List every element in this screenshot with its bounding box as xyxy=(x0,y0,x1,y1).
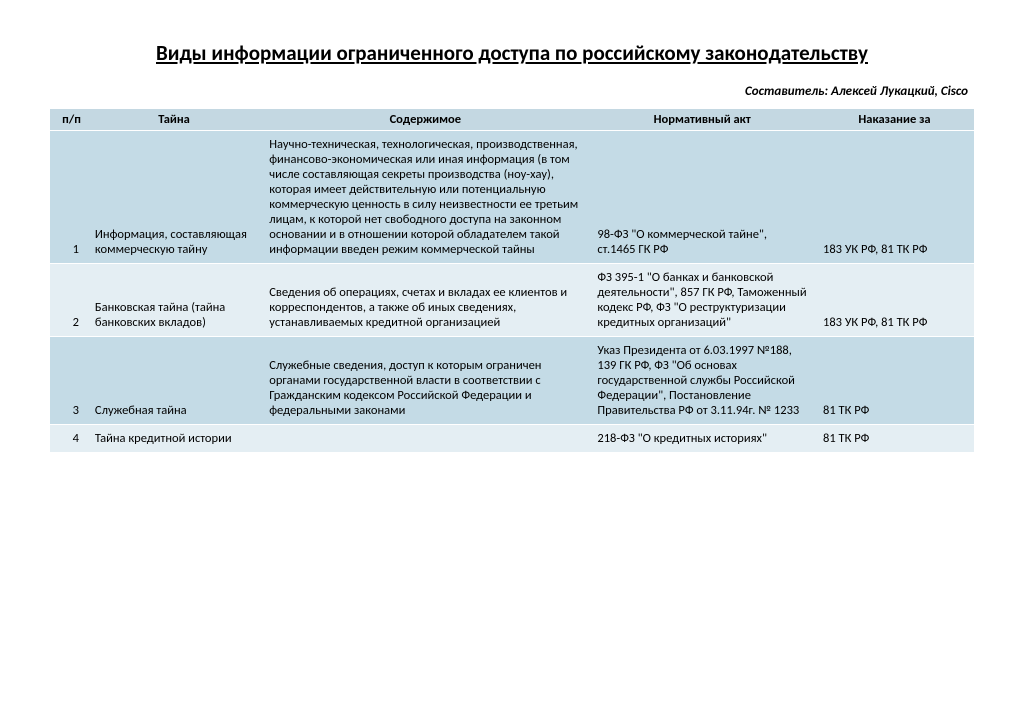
cell-num: 3 xyxy=(50,337,87,425)
col-header-content: Содержимое xyxy=(261,109,589,131)
page-title: Виды информации ограниченного доступа по… xyxy=(50,40,974,66)
cell-act: Указ Президента от 6.03.1997 №188, 139 Г… xyxy=(589,337,815,425)
col-header-secret: Тайна xyxy=(87,109,261,131)
col-header-act: Нормативный акт xyxy=(589,109,815,131)
cell-punish: 183 УК РФ, 81 ТК РФ xyxy=(815,131,974,264)
cell-secret: Тайна кредитной истории xyxy=(87,425,261,453)
cell-secret: Банковская тайна (тайна банковских вклад… xyxy=(87,264,261,337)
cell-punish: 183 УК РФ, 81 ТК РФ xyxy=(815,264,974,337)
cell-num: 1 xyxy=(50,131,87,264)
cell-content xyxy=(261,425,589,453)
col-header-punish: Наказание за xyxy=(815,109,974,131)
cell-act: ФЗ 395-1 "О банках и банковской деятельн… xyxy=(589,264,815,337)
cell-content: Сведения об операциях, счетах и вкладах … xyxy=(261,264,589,337)
col-header-num: п/п xyxy=(50,109,87,131)
cell-punish: 81 ТК РФ xyxy=(815,337,974,425)
table-header-row: п/п Тайна Содержимое Нормативный акт Нак… xyxy=(50,109,974,131)
cell-act: 218-ФЗ "О кредитных историях" xyxy=(589,425,815,453)
table-row: 3 Служебная тайна Служебные сведения, до… xyxy=(50,337,974,425)
cell-secret: Служебная тайна xyxy=(87,337,261,425)
cell-secret: Информация, составляющая коммерческую та… xyxy=(87,131,261,264)
cell-act: 98-ФЗ "О коммерческой тайне", ст.1465 ГК… xyxy=(589,131,815,264)
cell-content: Служебные сведения, доступ к которым огр… xyxy=(261,337,589,425)
cell-num: 4 xyxy=(50,425,87,453)
cell-punish: 81 ТК РФ xyxy=(815,425,974,453)
author-line: Составитель: Алексей Лукацкий, Cisco xyxy=(50,84,974,99)
table-row: 1 Информация, составляющая коммерческую … xyxy=(50,131,974,264)
table-row: 4 Тайна кредитной истории 218-ФЗ "О кред… xyxy=(50,425,974,453)
cell-content: Научно-техническая, технологическая, про… xyxy=(261,131,589,264)
table-row: 2 Банковская тайна (тайна банковских вкл… xyxy=(50,264,974,337)
cell-num: 2 xyxy=(50,264,87,337)
secrets-table: п/п Тайна Содержимое Нормативный акт Нак… xyxy=(50,109,974,453)
